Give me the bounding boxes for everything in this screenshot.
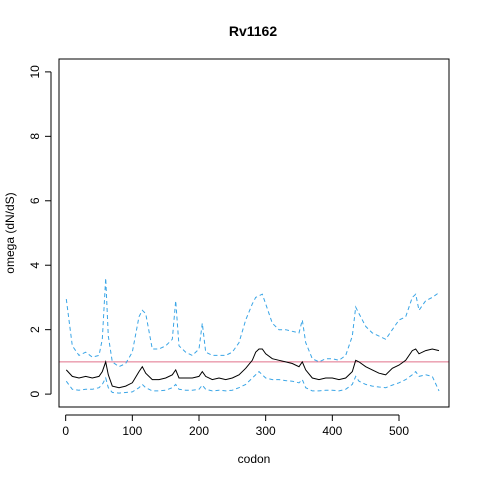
plot-frame	[58, 58, 450, 408]
x-tick-label: 100	[122, 424, 142, 438]
y-tick-label: 0	[28, 390, 42, 397]
y-axis-label: omega (dN/dS)	[3, 192, 17, 273]
y-tick-label: 8	[28, 133, 42, 140]
plot-area	[59, 278, 449, 394]
x-tick-label: 0	[62, 424, 69, 438]
series-line-omega	[65, 348, 440, 389]
x-tick-label: 300	[256, 424, 276, 438]
y-tick-label: 2	[28, 326, 42, 333]
y-tick-label: 4	[28, 262, 42, 269]
x-tick-label: 200	[189, 424, 209, 438]
y-axis: 0 2 4 6 8 10	[28, 65, 52, 397]
x-axis-label: codon	[238, 452, 271, 466]
chart-title: Rv1162	[229, 23, 277, 39]
x-tick-label: 500	[389, 424, 409, 438]
x-tick-label: 400	[322, 424, 342, 438]
series-line-lower-bound	[65, 370, 440, 394]
y-tick-label: 10	[28, 65, 42, 79]
y-tick-label: 6	[28, 197, 42, 204]
series-line-upper-bound	[65, 278, 440, 368]
x-axis: 0 100 200 300 400 500	[62, 414, 409, 438]
